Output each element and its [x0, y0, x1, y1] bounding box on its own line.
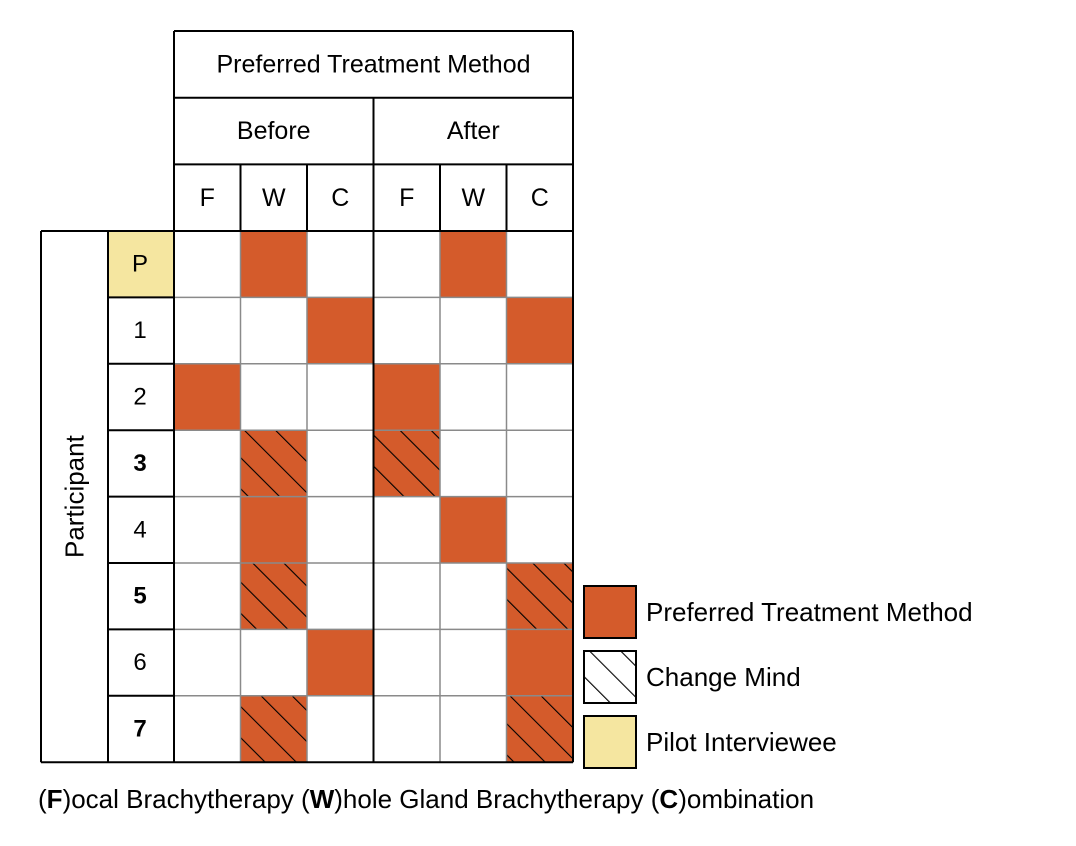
- header-col-before-f: F: [200, 184, 215, 212]
- footnote-abbrev-w: W: [310, 784, 335, 814]
- footnote-abbrev-c: C: [659, 784, 678, 814]
- cell-preferred-1-after-c: [506, 297, 573, 364]
- header-col-after-w: W: [461, 184, 485, 212]
- participant-label-3: 3: [133, 450, 146, 477]
- participant-label-5: 5: [133, 583, 146, 610]
- legend-swatch-border-pilot: [583, 715, 637, 769]
- cell-change-mind-7-before: [240, 695, 307, 763]
- footnote-term-f: )ocal Brachytherapy: [63, 784, 294, 814]
- cell-preferred-P-after-w: [440, 231, 507, 298]
- participant-label-P: P: [132, 251, 148, 278]
- footnote-paren: (: [294, 784, 310, 814]
- footnote-abbreviations: (F)ocal Brachytherapy (W)hole Gland Brac…: [38, 784, 814, 814]
- footnote-paren: (: [644, 784, 660, 814]
- header-col-before-w: W: [262, 184, 286, 212]
- legend-swatch-border-preferred: [583, 585, 637, 639]
- footnote-paren: (: [38, 784, 47, 814]
- cell-preferred-4-after-w: [440, 496, 507, 563]
- legend-swatch-change-mind: [584, 651, 636, 703]
- header-col-before-c: C: [331, 184, 349, 212]
- cell-change-mind-7-after: [506, 695, 573, 763]
- cell-preferred-2-after-f: [373, 363, 440, 431]
- participant-label-6: 6: [133, 649, 146, 676]
- participant-axis-label: Participant: [60, 434, 90, 558]
- legend-label-change: Change Mind: [646, 662, 801, 692]
- cell-change-mind-5-before: [240, 563, 307, 630]
- cell-preferred-P-before-w: [240, 231, 307, 298]
- legend-swatch-preferred: [584, 586, 636, 638]
- footnote-term-w: )hole Gland Brachytherapy: [334, 784, 643, 814]
- participant-label-2: 2: [133, 384, 146, 411]
- participant-label-7: 7: [133, 716, 146, 743]
- cell-preferred-6-after-c: [506, 629, 573, 696]
- legend-swatch-pilot: [584, 716, 636, 768]
- legend-label-pilot: Pilot Interviewee: [646, 727, 837, 757]
- participant-label-1: 1: [133, 317, 146, 344]
- pilot-label-cell: [108, 231, 174, 298]
- header-group-before: Before: [237, 117, 311, 145]
- cell-preferred-2-before-f: [174, 363, 241, 431]
- cell-preferred-4-before-w: [240, 496, 307, 563]
- cell-change-mind-3-after: [373, 430, 440, 497]
- participant-label-4: 4: [133, 516, 146, 543]
- header-col-after-f: F: [399, 184, 414, 212]
- cell-preferred-1-before-c: [307, 297, 374, 364]
- legend-label-preferred: Preferred Treatment Method: [646, 597, 973, 627]
- header-col-after-c: C: [531, 184, 549, 212]
- cell-change-mind-5-after: [506, 563, 573, 630]
- legend-swatch-border-change: [583, 650, 637, 704]
- footnote-abbrev-f: F: [47, 784, 63, 814]
- footnote-term-c: )ombination: [678, 784, 814, 814]
- cell-change-mind-3-before: [240, 430, 307, 497]
- header-group-after: After: [447, 117, 500, 145]
- cell-preferred-6-before-c: [307, 629, 374, 696]
- header-title: Preferred Treatment Method: [216, 50, 530, 78]
